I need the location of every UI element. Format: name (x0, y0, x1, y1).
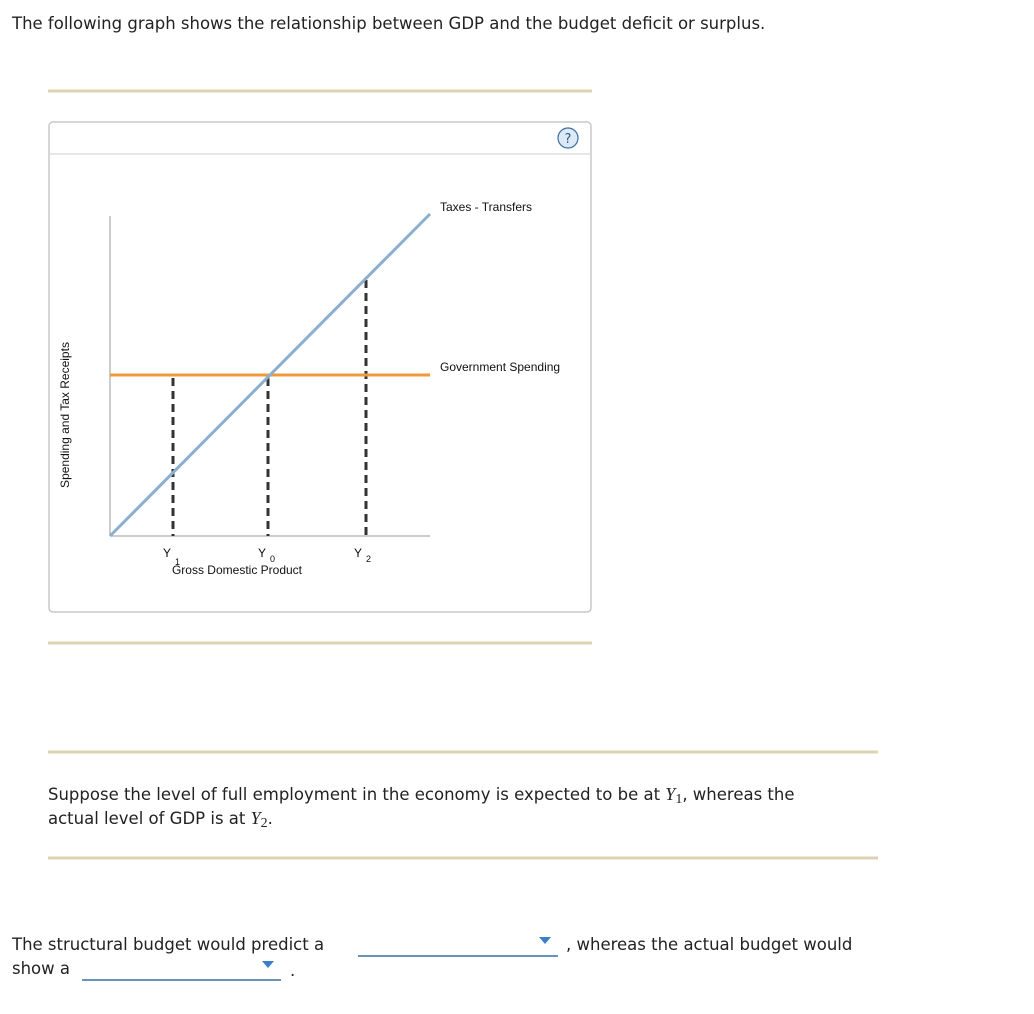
dropdown-arrow (262, 961, 274, 968)
marker-letter: Y (258, 546, 266, 560)
y-axis-label: Spending and Tax Receipts (58, 342, 72, 488)
x-markers: Y 1 Y 0 Y 2 (163, 546, 371, 567)
help-icon: ? (565, 132, 572, 147)
answer-text: . (290, 961, 295, 980)
x-axis-label: Gross Domestic Product (172, 563, 303, 577)
answer-text: show a (12, 959, 70, 978)
subscript: 2 (261, 816, 268, 831)
variable: Y (251, 808, 263, 828)
text: actual level of GDP is at (48, 809, 251, 828)
text: , whereas the (682, 785, 794, 804)
marker-sub: 0 (270, 554, 275, 564)
marker-sub: 2 (366, 554, 371, 564)
answer-text: , whereas the actual budget would (566, 935, 852, 954)
variable: Y (665, 784, 677, 804)
line-label: Government Spending (440, 360, 560, 374)
graph-panel (48, 121, 592, 613)
text: Suppose the level of full employment in … (48, 785, 665, 804)
marker-letter: Y (354, 546, 362, 560)
help-button[interactable] (557, 127, 579, 149)
taxes-transfers-line (108, 212, 432, 538)
answer-text: The structural budget would predict a (11, 935, 324, 954)
line-label: Taxes - Transfers (440, 200, 532, 214)
dropdown-area[interactable] (358, 930, 558, 956)
dashed-guides (171, 280, 368, 536)
dropdown[interactable] (82, 954, 281, 981)
text: . (268, 809, 273, 828)
marker-sub: 1 (175, 557, 180, 567)
question-line: actual level of GDP is at Y2. (48, 808, 273, 831)
dropdown-area[interactable] (82, 954, 281, 980)
marker-letter: Y (163, 546, 171, 560)
dropdown[interactable] (358, 930, 558, 957)
dropdown-arrow (539, 937, 551, 944)
subscript: 1 (675, 792, 682, 807)
intro: The following graph shows the relationsh… (11, 14, 765, 33)
question-line: Suppose the level of full employment in … (48, 784, 795, 807)
